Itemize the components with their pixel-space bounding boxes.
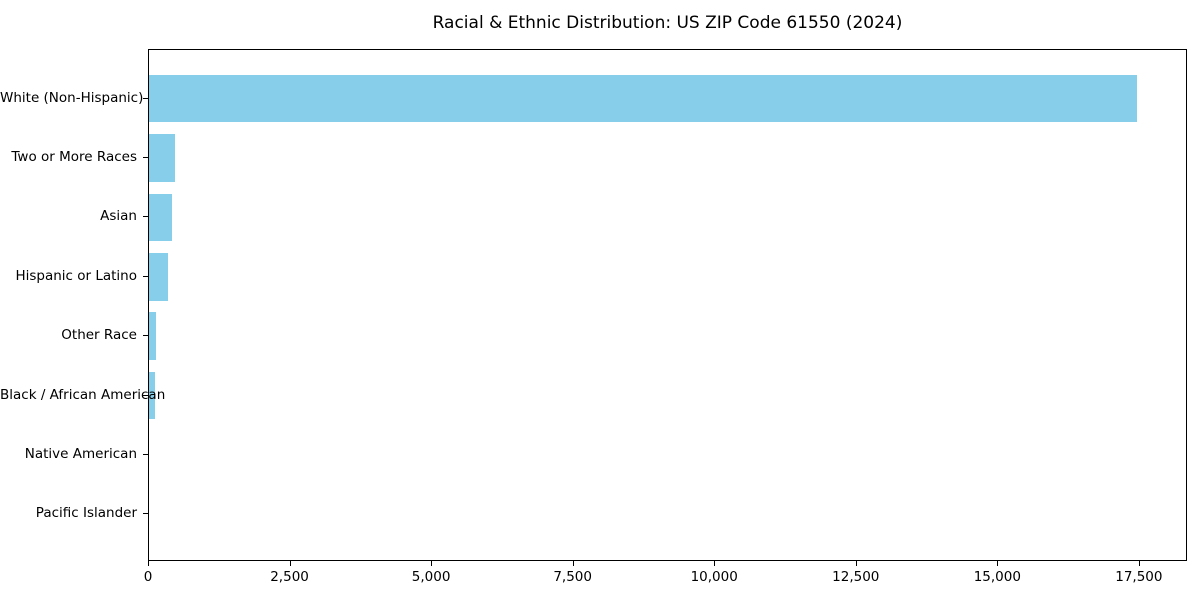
y-tick-mark <box>143 97 148 99</box>
x-tick-mark <box>148 561 149 566</box>
bar <box>149 371 155 420</box>
y-tick-label: White (Non-Hispanic) <box>0 89 144 106</box>
x-tick-label: 2,500 <box>270 569 309 585</box>
bar <box>149 74 1138 123</box>
y-tick-label: Hispanic or Latino <box>15 267 137 284</box>
x-tick-label: 12,500 <box>832 569 880 585</box>
y-tick-mark <box>143 394 148 396</box>
y-tick-label: Other Race <box>61 327 137 344</box>
y-tick-mark <box>143 275 148 277</box>
y-tick-label: Asian <box>100 208 137 225</box>
y-tick-mark <box>143 335 148 337</box>
y-tick-label: Two or More Races <box>11 149 137 165</box>
y-tick-mark <box>143 513 148 515</box>
x-tick-mark <box>855 561 857 566</box>
y-tick-mark <box>143 216 148 218</box>
x-tick-label: 0 <box>143 569 153 585</box>
y-tick-mark <box>143 157 148 158</box>
x-tick-mark <box>289 561 291 566</box>
chart-title: Racial & Ethnic Distribution: US ZIP Cod… <box>432 13 903 33</box>
y-tick-label: Pacific Islander <box>35 505 137 522</box>
bar <box>149 312 157 360</box>
x-tick-mark <box>1138 561 1140 566</box>
x-tick-mark <box>431 561 433 566</box>
x-tick-mark <box>997 561 999 566</box>
x-tick-mark <box>572 561 574 566</box>
x-tick-label: 5,000 <box>411 569 451 585</box>
plot-area <box>148 49 1187 561</box>
y-tick-label: Black / African American <box>0 386 166 403</box>
bar <box>149 193 172 242</box>
y-tick-label: Native American <box>24 446 137 462</box>
bar <box>149 253 168 301</box>
x-tick-label: 15,000 <box>973 569 1021 585</box>
x-tick-label: 7,500 <box>553 569 592 585</box>
bar <box>149 134 176 182</box>
x-tick-mark <box>714 561 716 566</box>
y-tick-mark <box>143 454 148 455</box>
x-tick-label: 17,500 <box>1115 569 1163 585</box>
x-tick-label: 10,000 <box>690 569 738 585</box>
